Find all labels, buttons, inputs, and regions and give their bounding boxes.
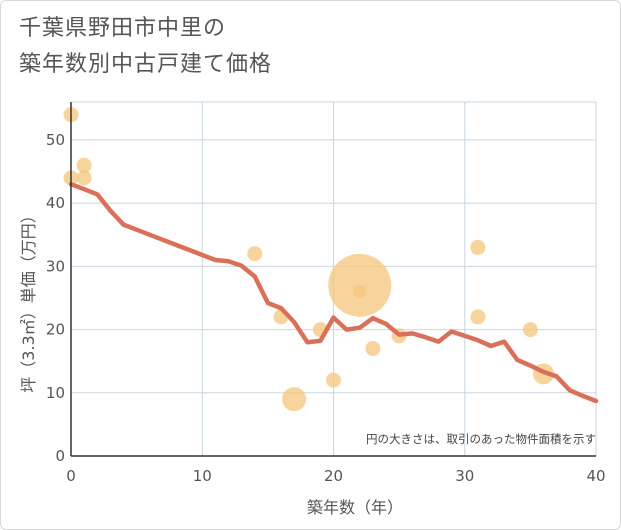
x-tick-label-30: 30 [455, 467, 474, 485]
size-note: 円の大きさは、取引のあった物件面積を示す [366, 432, 596, 446]
scatter-points [63, 107, 554, 412]
y-tick-label-50: 50 [46, 131, 65, 149]
grid-lines [71, 101, 597, 456]
x-tick-label-0: 0 [66, 467, 76, 485]
chart-title-line-1: 千葉県野田市中里の [19, 16, 227, 41]
y-tick-label-10: 10 [46, 384, 65, 402]
data-point-11 [365, 341, 381, 357]
y-axis-title: 坪（3.3㎡）単価（万円） [19, 207, 38, 392]
y-tick-label-40: 40 [46, 194, 65, 212]
x-tick-label-20: 20 [324, 467, 343, 485]
data-point-6 [282, 387, 307, 412]
x-axis-title: 築年数（年） [307, 498, 403, 517]
y-tick-label-20: 20 [46, 321, 65, 339]
data-point-2 [76, 157, 92, 173]
y-tick-label-0: 0 [55, 447, 65, 465]
y-tick-label-30: 30 [46, 257, 65, 275]
x-tick-label-40: 40 [586, 467, 605, 485]
data-point-10 [353, 284, 367, 299]
chart-title: 千葉県野田市中里の 築年数別中古戸建て価格 [19, 11, 272, 83]
trend-line [68, 181, 599, 404]
data-point-4 [247, 246, 263, 262]
data-point-15 [522, 322, 538, 338]
axes [70, 102, 596, 457]
chart-title-line-2: 築年数別中古戸建て価格 [19, 52, 273, 77]
x-tick-label-10: 10 [193, 467, 212, 485]
data-point-8 [326, 372, 341, 388]
data-point-3 [76, 170, 92, 186]
tick-labels: 0 10 20 30 40 0 10 20 30 40 50 [46, 131, 606, 485]
data-point-14 [470, 309, 486, 325]
data-point-13 [470, 239, 486, 255]
